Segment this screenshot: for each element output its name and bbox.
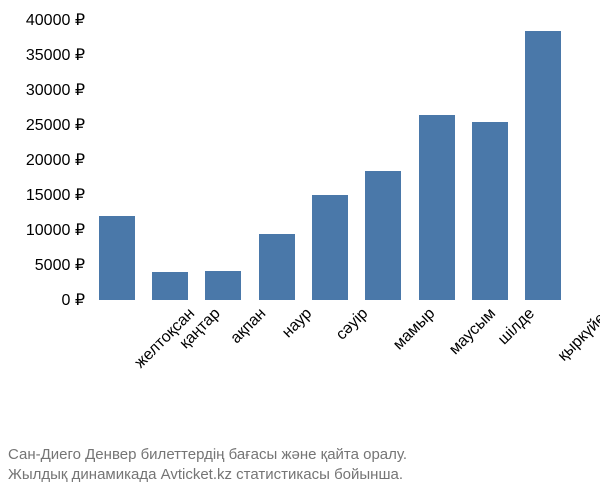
x-axis-labels: желтоқсанқаңтарақпаннаурсәуірмамырмаусым… xyxy=(90,305,570,435)
x-label-slot: қаңтар xyxy=(143,305,196,435)
y-tick-label: 25000 ₽ xyxy=(0,115,85,135)
y-tick-label: 10000 ₽ xyxy=(0,220,85,240)
bar xyxy=(419,115,455,301)
bar xyxy=(205,271,241,300)
bar xyxy=(525,31,561,301)
bar xyxy=(365,171,401,301)
x-label-slot: мамыр xyxy=(357,305,410,435)
x-label-slot: қыркүйек xyxy=(517,305,570,435)
y-axis: 0 ₽5000 ₽10000 ₽15000 ₽20000 ₽25000 ₽300… xyxy=(0,20,85,300)
bar-chart: 0 ₽ 5000 ₽ 10000 ₽ 15000 ₽ 20000 ₽ 25000 ₽ 300… xyxy=(0,0,600,440)
bar xyxy=(99,216,135,300)
bar xyxy=(472,122,508,301)
plot-area xyxy=(90,20,570,300)
chart-caption: Сан-Диего Денвер билеттердің бағасы және… xyxy=(0,445,600,486)
bar-slot xyxy=(143,20,196,300)
bar xyxy=(259,234,295,301)
x-label-slot: сәуір xyxy=(303,305,356,435)
bar-slot xyxy=(463,20,516,300)
y-tick-label: 15000 ₽ xyxy=(0,185,85,205)
y-tick-label: 0 ₽ xyxy=(0,290,85,310)
x-tick-label: қыркүйек xyxy=(555,305,600,365)
y-tick-label: 40000 ₽ xyxy=(0,10,85,30)
x-label-slot: ақпан xyxy=(197,305,250,435)
bars-container xyxy=(90,20,570,300)
x-label-slot: маусым xyxy=(410,305,463,435)
bar-slot xyxy=(90,20,143,300)
bar xyxy=(312,195,348,300)
y-tick-label: 30000 ₽ xyxy=(0,80,85,100)
bar-slot xyxy=(410,20,463,300)
caption-line-2: Жылдық динамикада Avticket.kz статистика… xyxy=(8,465,592,485)
bar-slot xyxy=(517,20,570,300)
y-tick-label: 35000 ₽ xyxy=(0,45,85,65)
bar-slot xyxy=(303,20,356,300)
x-label-slot: наур xyxy=(250,305,303,435)
bar xyxy=(152,272,188,300)
bar-slot xyxy=(357,20,410,300)
x-label-slot: шілде xyxy=(463,305,516,435)
bar-slot xyxy=(197,20,250,300)
y-tick-label: 20000 ₽ xyxy=(0,150,85,170)
y-tick-label: 5000 ₽ xyxy=(0,255,85,275)
x-label-slot: желтоқсан xyxy=(90,305,143,435)
bar-slot xyxy=(250,20,303,300)
caption-line-1: Сан-Диего Денвер билеттердің бағасы және… xyxy=(8,445,592,465)
